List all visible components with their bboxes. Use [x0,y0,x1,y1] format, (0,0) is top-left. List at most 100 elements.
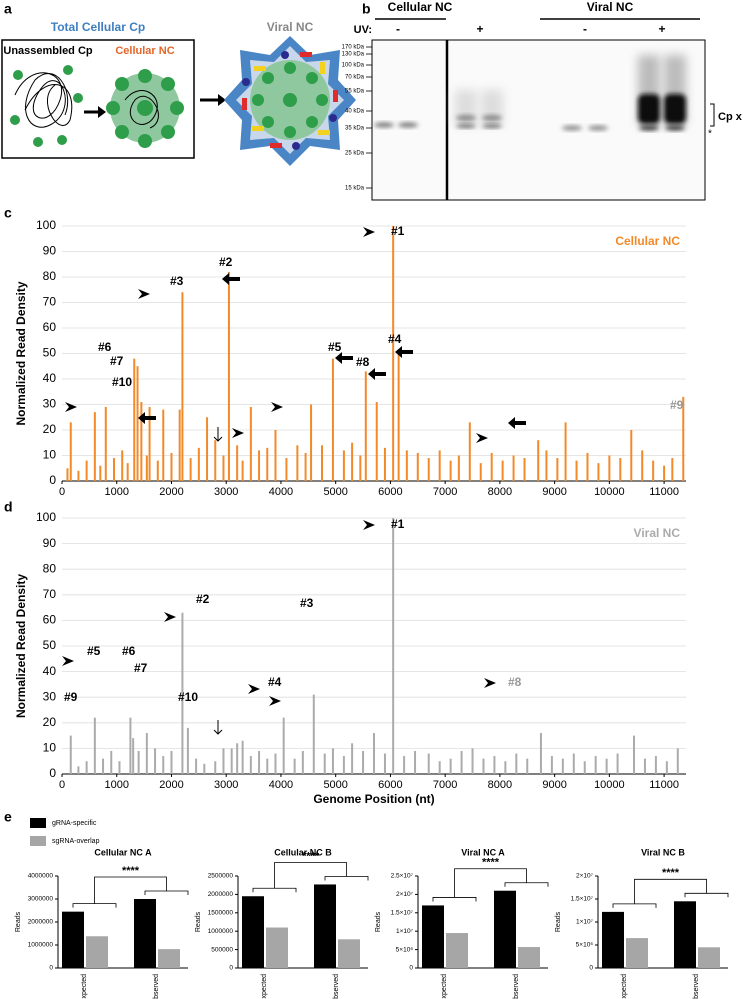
star: * [708,129,712,140]
y-tick-label: 4000000 [28,873,54,880]
peak-annotation: #5 [328,340,342,354]
y-tick-label: 0 [409,965,413,972]
y-tick-label: 30 [43,689,57,703]
arrowhead [271,402,283,412]
chart-title: Viral NC B [641,847,685,857]
marker-label: 35 kDa [345,126,365,132]
x-tick-label: 4000 [269,779,293,791]
chart-title: Cellular NC A [94,847,152,857]
bracket [504,882,549,887]
panel-label: c [4,205,12,221]
uv-sign: + [658,22,665,36]
x-tick-label: Expected [261,974,268,999]
arrowhead [248,684,260,694]
y-tick-label: 100 [36,218,56,232]
y-tick-label: 500000 [211,946,233,953]
viral-label: Viral NC [267,20,314,34]
y-tick-label: 0 [49,965,53,972]
y-tick-label: 2.5×10⁷ [391,873,414,880]
y-tick-label: 0 [589,965,593,972]
bar [86,936,108,968]
arrowhead [62,656,74,666]
arrowhead [484,678,496,688]
arrowhead [138,289,150,299]
significance-bracket [94,876,167,904]
marker-label: 130 kDa [342,52,365,58]
bracket [684,892,729,898]
arrow [98,106,106,118]
legend-swatch [30,836,46,846]
x-tick-label: 4000 [269,486,293,498]
bar [158,949,180,968]
y-tick-label: 30 [43,397,57,411]
arrow [218,94,226,106]
marker-label: 25 kDa [345,151,365,157]
y-tick-label: 20 [43,422,57,436]
x-tick-label: 2000 [159,779,183,791]
bar [62,911,84,968]
x-tick-label: 8000 [488,779,512,791]
arrow [138,412,156,424]
marker-label: 40 kDa [345,109,365,115]
y-tick-label: 0 [49,766,56,780]
x-tick-label: 10000 [594,779,625,791]
significance: **** [662,867,680,879]
chart-title: Cellular NC B [274,847,332,857]
peak-annotation: #4 [388,332,402,346]
peak-annotation: #3 [170,274,184,288]
bar [602,911,624,968]
x-tick-label: 5000 [323,486,347,498]
chart-title: Cellular NC [615,234,680,248]
x-tick-label: 11000 [649,779,679,791]
panel-label: d [4,499,13,515]
y-tick-label: 2×10⁷ [396,891,414,898]
y-tick-label: 10 [43,741,57,755]
y-tick-label: 60 [43,613,57,627]
chart-title: Viral NC [634,526,681,540]
bands [374,55,686,131]
cellular-nc [106,69,184,148]
y-axis-label: Reads [15,911,22,932]
x-tick-label: 3000 [214,779,238,791]
bracket [432,897,477,902]
bar [518,947,540,968]
y-tick-label: 1.5×10⁷ [571,896,594,903]
peak-annotation: #4 [268,675,282,689]
x-tick-label: 8000 [488,486,512,498]
x-tick-label: 5000 [323,779,347,791]
panel-label: a [4,1,12,17]
bar [422,905,444,968]
thin-arrow [213,427,223,442]
peak-annotation: #1 [391,517,405,531]
y-tick-label: 2500000 [208,873,234,880]
y-tick-label: 50 [43,638,57,652]
x-tick-label: 9000 [542,486,566,498]
unassembled-label: Unassembled Cp [3,45,93,57]
x-tick-label: 1000 [104,779,128,791]
marker-label: 70 kDa [345,75,365,81]
bracket [72,903,117,908]
x-tick-label: Expected [621,974,628,999]
x-tick-label: Observed [153,974,160,999]
y-tick-label: 5×10⁶ [576,942,594,949]
y-tick-label: 90 [43,536,57,550]
y-tick-label: 10 [43,448,57,462]
bar [314,884,336,968]
y-tick-label: 0 [49,473,56,487]
arrow [335,352,353,364]
peak-annotation: #6 [98,340,112,354]
peak-annotation: #9 [64,690,78,704]
y-tick-label: 1000000 [28,942,54,949]
x-tick-label: Expected [81,974,88,999]
y-axis-label: Normalized Read Density [14,574,28,718]
legend-label: sgRNA-overlap [52,838,100,845]
panel-label: e [4,809,12,825]
significance-bracket [274,862,347,889]
x-tick-label: 0 [59,779,65,791]
bracket [612,903,657,908]
y-tick-label: 1000000 [208,928,234,935]
x-tick-label: 11000 [649,486,679,498]
cellular-label: Cellular NC [115,45,174,57]
arrowhead [363,227,375,237]
x-tick-label: 3000 [214,486,238,498]
